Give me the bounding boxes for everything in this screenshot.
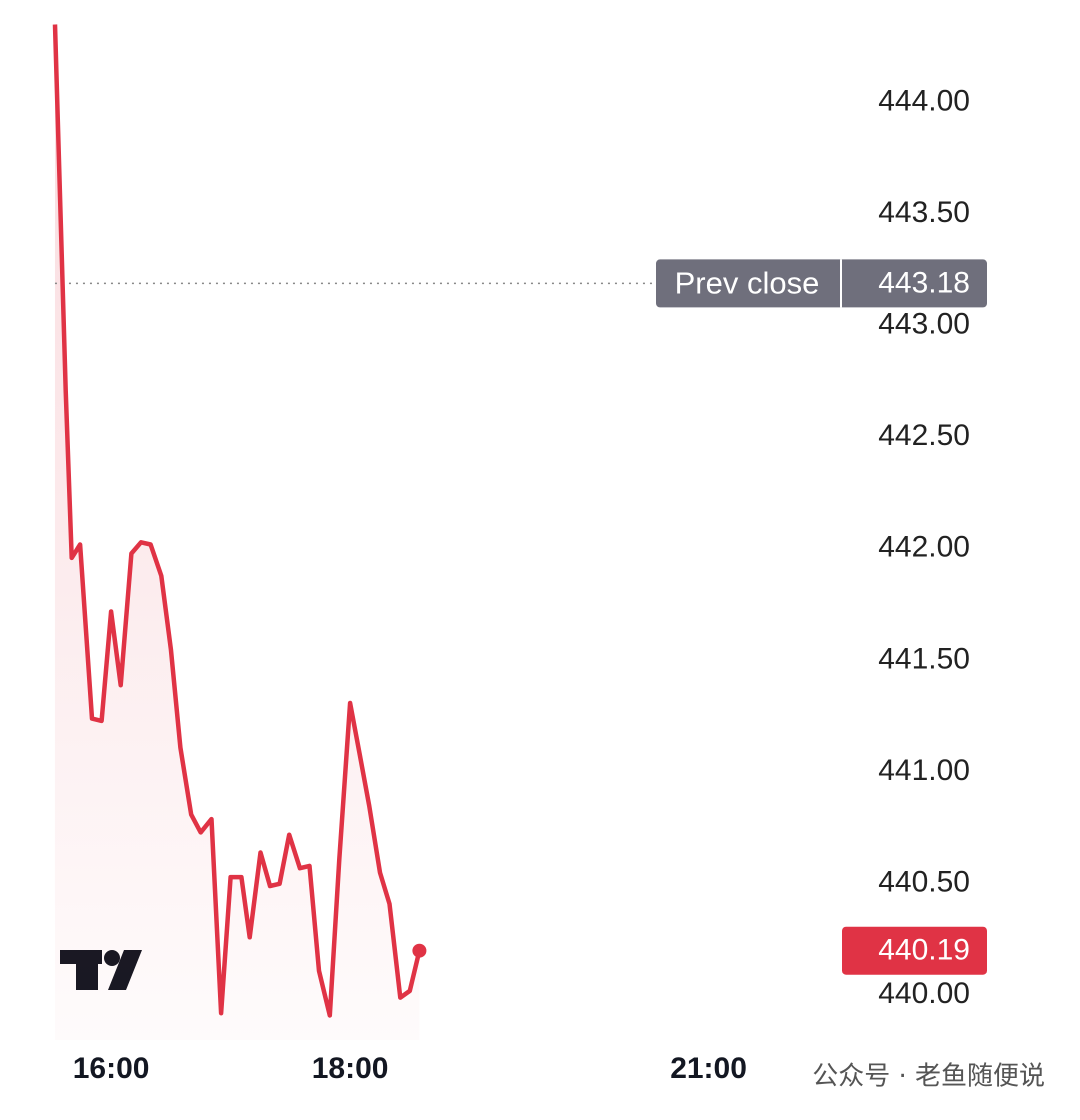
- prev-close-box: [656, 259, 987, 308]
- y-tick-label: 441.00: [878, 754, 970, 787]
- price-line: [52, 24, 422, 1018]
- last-point: [412, 943, 427, 958]
- prev-close-value: 443.18: [878, 266, 970, 299]
- y-tick-label: 442.50: [878, 419, 970, 452]
- last-price-box: [842, 926, 987, 975]
- y-tick-label: 440.00: [878, 977, 970, 1010]
- y-tick-label: 441.50: [878, 642, 970, 675]
- y-tick-label: 440.50: [878, 865, 970, 898]
- y-tick-label: 443.50: [878, 196, 970, 229]
- area-fill: [54, 24, 420, 1040]
- prev-close-label: Prev close: [675, 266, 820, 301]
- y-tick-label: 444.00: [878, 84, 970, 117]
- y-tick-label: 442.00: [878, 531, 970, 564]
- x-tick-label: 21:00: [670, 1052, 747, 1085]
- x-tick-label: 18:00: [312, 1052, 389, 1085]
- y-tick-label: 443.00: [878, 308, 970, 341]
- watermark: 公众号 · 老鱼随便说: [812, 1062, 1045, 1092]
- x-tick-label: 16:00: [73, 1052, 150, 1085]
- last-price-label: 440.19: [878, 934, 970, 967]
